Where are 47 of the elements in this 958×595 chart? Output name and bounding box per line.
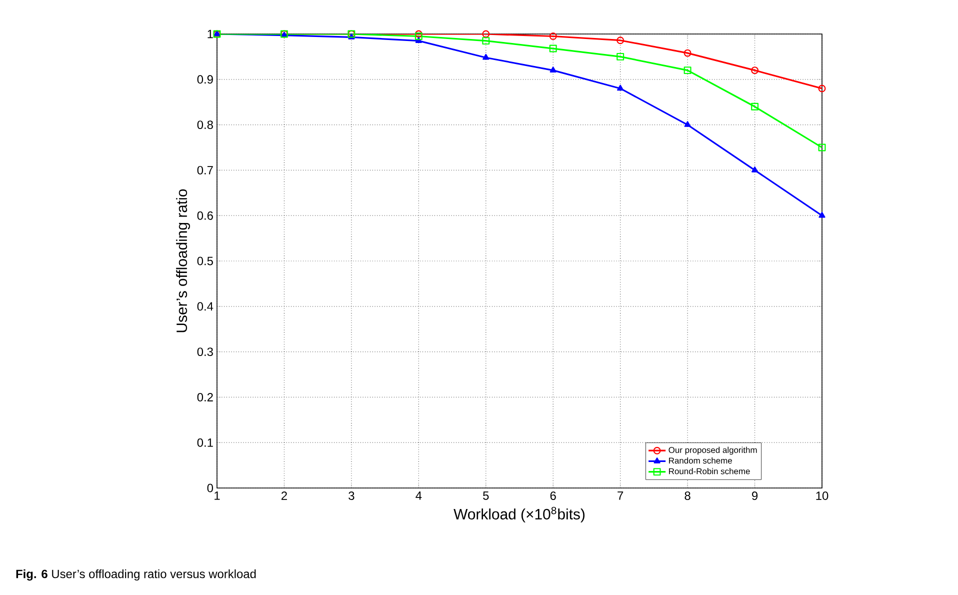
x-tick-label: 3 [348, 492, 354, 500]
point [550, 66, 556, 72]
x-tick-label: 6 [550, 492, 556, 500]
x-tick-label: 5 [483, 492, 489, 500]
y-axis-title: User’s offloading ratio [176, 189, 190, 332]
point [818, 144, 826, 152]
point [549, 44, 557, 52]
y-tick-label: 0.2 [197, 392, 213, 402]
point [414, 30, 422, 38]
point [684, 66, 692, 74]
y-tick-label: 0 [207, 484, 214, 492]
point [684, 121, 691, 127]
x-tick-label: 9 [752, 492, 758, 500]
x-tick-label: 8 [684, 492, 690, 500]
point [818, 84, 826, 92]
legend-label: Random scheme [669, 457, 732, 464]
y-tick-label: 0.1 [197, 438, 213, 447]
legend-label: Round-Robin scheme [669, 468, 750, 474]
y-tick-label: 0.8 [197, 120, 213, 130]
y-tick-label: 0.5 [197, 256, 213, 266]
x-tick-label: 10 [816, 492, 828, 500]
x-tick-label: 4 [416, 492, 422, 500]
point [617, 84, 624, 91]
point [684, 49, 692, 57]
y-tick-label: 0.6 [197, 211, 213, 220]
point [818, 212, 826, 218]
point [751, 66, 759, 74]
point [751, 102, 759, 110]
y-tick-label: 0.4 [197, 302, 214, 311]
text: Fig. 6 User’s offloading ratio versus workload [16, 569, 256, 581]
point [482, 37, 490, 45]
point [616, 52, 624, 60]
legend-label: Our proposed algorithm [668, 446, 757, 455]
point [549, 32, 557, 40]
x-tick-label: 7 [618, 492, 624, 500]
x-tick-label: 1 [214, 492, 220, 500]
y-tick-label: 0.7 [197, 166, 213, 174]
x-axis-title: Workload (×10$^{8}$bits) [454, 506, 585, 522]
y-tick-label: 0.9 [197, 75, 213, 84]
point [616, 36, 624, 44]
y-tick-label: 1 [208, 30, 213, 38]
point [482, 30, 490, 38]
x-tick-label: 2 [281, 492, 287, 500]
point [482, 54, 490, 60]
point [414, 32, 422, 40]
y-tick-label: 0.3 [197, 348, 213, 356]
point [751, 166, 758, 172]
